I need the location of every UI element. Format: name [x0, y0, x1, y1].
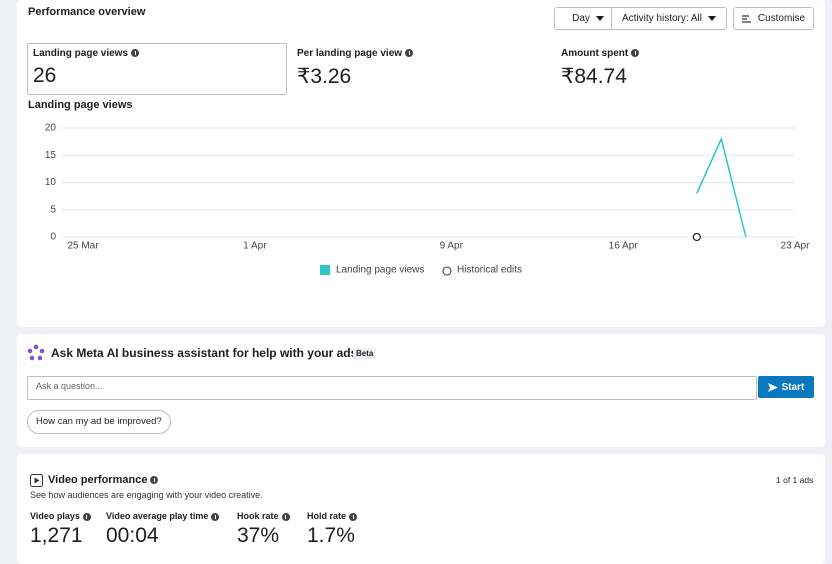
beta-badge: Beta — [353, 348, 377, 359]
chart: Landing page views 0 5 10 15 20 25 Mar 1 Apr 9 … — [28, 99, 811, 276]
metric-label: Hook rate — [237, 511, 290, 521]
input-placeholder: Ask a question... — [36, 381, 103, 391]
x-tick-label: 16 Apr — [609, 241, 639, 252]
question-input[interactable] — [27, 376, 757, 400]
metric-value: 26 — [33, 64, 57, 87]
performance-card: Performance overview Day Activity histor… — [17, 0, 825, 327]
button-label: Start — [781, 381, 805, 393]
day-dropdown[interactable]: Day — [554, 7, 622, 30]
data-line — [696, 136, 747, 238]
legend-label: Landing page views — [336, 265, 424, 276]
start-button[interactable]: Start — [758, 376, 814, 398]
x-tick-label: 9 Apr — [440, 241, 464, 252]
video-subtitle: See how audiences are engaging with your… — [30, 490, 263, 500]
chart-title: Landing page views — [28, 99, 133, 111]
section-title: Performance overview — [28, 6, 146, 18]
icon — [741, 15, 751, 23]
suggestion-chip[interactable]: How can my ad be improved? — [27, 410, 171, 434]
y-tick-label: 5 — [50, 204, 56, 215]
y-tick-label: 15 — [45, 150, 57, 161]
button-label: Day — [572, 13, 590, 24]
legend-label: Historical edits — [457, 265, 522, 276]
metric-value: 1,271 — [30, 524, 83, 547]
metric-label: Per landing page view — [297, 48, 414, 59]
y-tick-label: 0 — [50, 232, 56, 243]
metric-label: Landing page views — [33, 48, 140, 59]
activity-dropdown[interactable]: Activity history: All — [611, 7, 727, 30]
metric-label: Hold rate — [307, 511, 358, 521]
metric-selected[interactable] — [27, 43, 287, 95]
historical-edit-marker — [692, 232, 701, 242]
y-tick-label: 10 — [45, 177, 57, 188]
video-icon — [30, 474, 43, 487]
metric-value: 37% — [237, 524, 280, 547]
icon — [767, 382, 778, 392]
customise-button[interactable]: Customise — [733, 7, 814, 30]
video-title: Video performance — [48, 474, 159, 486]
legend-edit-icon — [442, 266, 452, 276]
ads-count: 1 of 1 ads — [776, 475, 814, 485]
metric-value: 1.7% — [307, 524, 355, 547]
legend-swatch — [320, 265, 330, 275]
ai-icon — [27, 344, 45, 361]
ai-card: Ask Meta AI business assistant for help … — [17, 334, 825, 447]
metric-value: ₹84.74 — [561, 65, 627, 88]
metric-value: 00:04 — [106, 524, 159, 547]
button-label: Customise — [757, 13, 806, 24]
x-tick-label: 23 Apr — [781, 241, 811, 252]
button-label: Activity history: All — [621, 13, 703, 24]
x-tick-label: 1 Apr — [243, 241, 267, 252]
video-card: Video performance See how audiences are … — [17, 454, 825, 564]
x-tick-label: 25 Mar — [67, 241, 99, 252]
y-tick-label: 20 — [45, 123, 57, 134]
ai-title: Ask Meta AI business assistant for help … — [51, 346, 358, 360]
metric-label: Amount spent — [561, 48, 640, 59]
metric-label: Video plays — [30, 511, 91, 521]
metric-value: ₹3.26 — [297, 65, 352, 88]
metric-label: Video average play time — [106, 511, 220, 521]
